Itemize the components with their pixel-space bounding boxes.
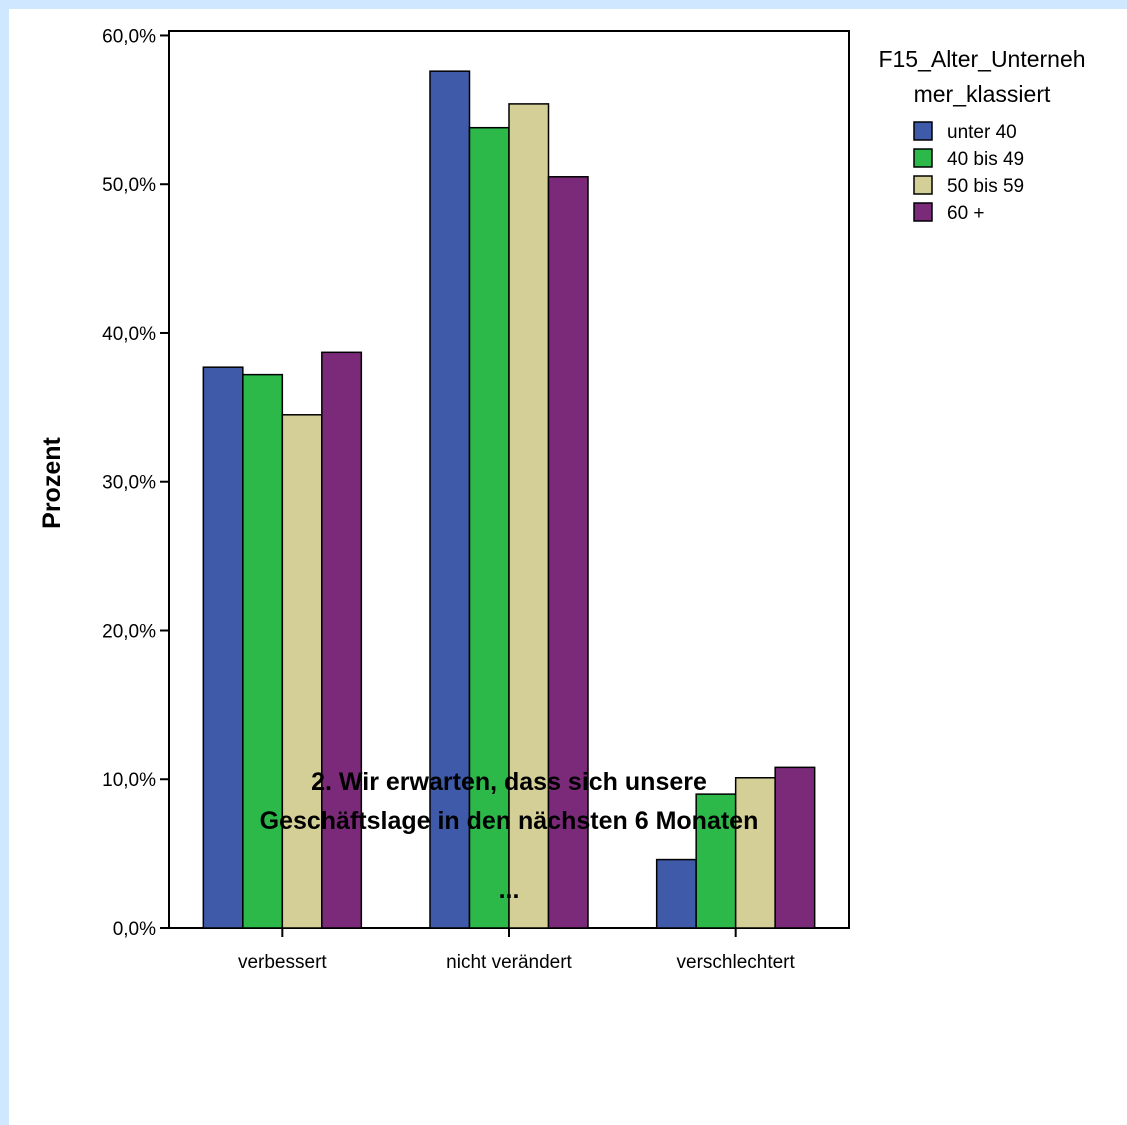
x-tick-label: verschlechtert <box>677 952 796 973</box>
legend-title-line-1: F15_Alter_Unterneh <box>878 46 1085 72</box>
y-tick-label: 20,0% <box>102 621 156 642</box>
legend-label: unter 40 <box>947 122 1017 143</box>
y-tick-label: 60,0% <box>102 26 156 47</box>
legend-label: 50 bis 59 <box>947 176 1024 197</box>
bar <box>430 71 470 928</box>
bar <box>509 104 549 928</box>
legend-label: 60 + <box>947 203 985 224</box>
y-tick-label: 30,0% <box>102 473 156 494</box>
y-axis-title: Prozent <box>38 436 66 528</box>
bar <box>657 860 697 928</box>
bar <box>775 767 815 928</box>
legend-swatch <box>914 176 932 194</box>
x-axis-title-line-3: ... <box>499 876 520 904</box>
bar <box>282 415 322 928</box>
legend-label: 40 bis 49 <box>947 149 1024 170</box>
bar-chart: 0,0% 10,0% 20,0% 30,0% 40,0% 50,0% 60,0% verbe… <box>9 9 1127 1125</box>
bar <box>736 778 776 928</box>
chart-frame: 0,0% 10,0% 20,0% 30,0% 40,0% 50,0% 60,0% verbe… <box>9 9 1127 1125</box>
legend-items: unter 40 40 bis 49 50 bis 59 60 + <box>914 122 1024 224</box>
x-tick-label: nicht verändert <box>446 952 572 973</box>
x-axis: verbessert nicht verändert verschlechtert <box>238 928 796 973</box>
legend-swatch <box>914 203 932 221</box>
y-tick-label: 10,0% <box>102 770 156 791</box>
bar <box>243 375 282 928</box>
y-tick-label: 40,0% <box>102 324 156 345</box>
x-axis-title-line-2: Geschäftslage in den nächsten 6 Monaten <box>260 807 759 835</box>
y-tick-label: 0,0% <box>113 919 156 940</box>
x-tick-label: verbessert <box>238 952 327 973</box>
legend-title-line-2: mer_klassiert <box>914 81 1051 107</box>
bar <box>203 367 243 928</box>
bar <box>322 352 362 928</box>
y-axis: 0,0% 10,0% 20,0% 30,0% 40,0% 50,0% 60,0% <box>102 26 169 940</box>
legend-swatch <box>914 149 932 167</box>
legend-swatch <box>914 122 932 140</box>
y-tick-label: 50,0% <box>102 175 156 196</box>
legend: F15_Alter_Unterneh mer_klassiert unter 4… <box>878 46 1085 224</box>
x-axis-title-line-1: 2. Wir erwarten, dass sich unsere <box>311 768 707 796</box>
